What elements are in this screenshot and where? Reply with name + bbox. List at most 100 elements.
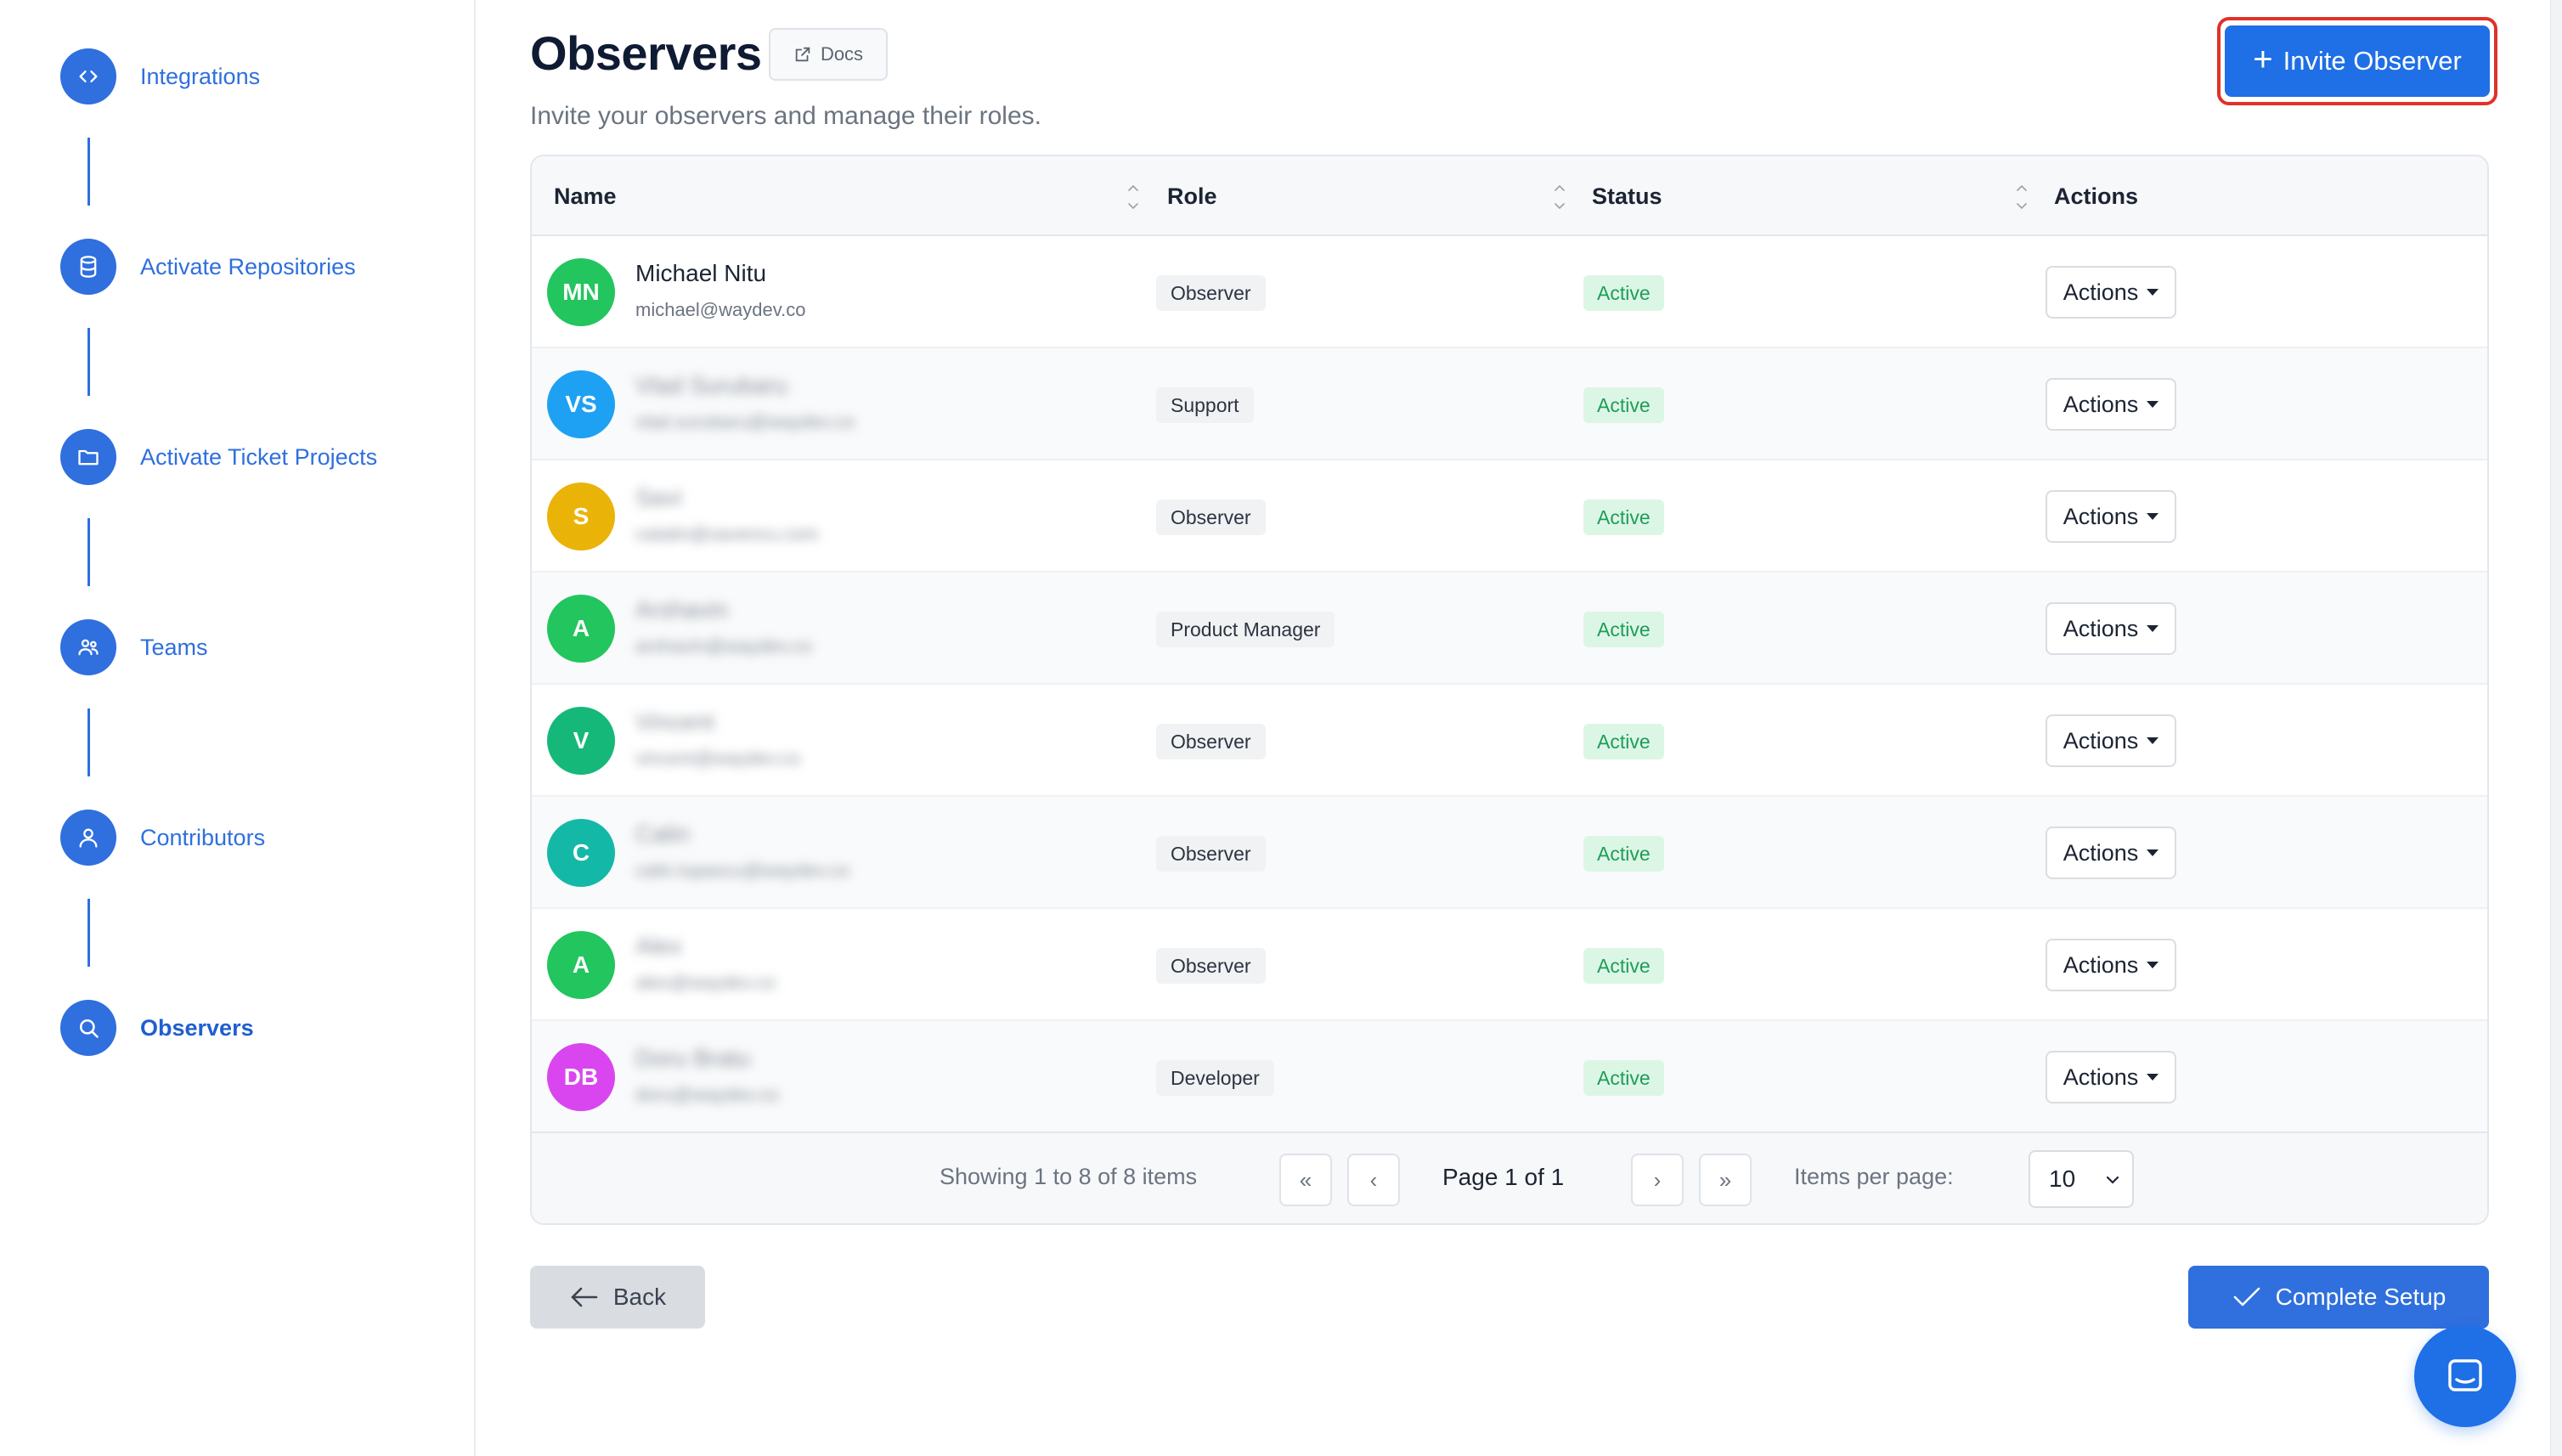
page-indicator: Page 1 of 1	[1442, 1164, 1565, 1190]
sort-icon[interactable]	[1126, 180, 1140, 214]
avatar: C	[547, 819, 615, 887]
actions-dropdown-button[interactable]: Actions	[2046, 378, 2176, 431]
sidebar-step-label: Activate Repositories	[140, 253, 356, 279]
vertical-scrollbar[interactable]	[2550, 0, 2562, 1456]
table-row: DB Doru Bratu doru@waydev.co Developer A…	[532, 1021, 2487, 1133]
role-badge: Observer	[1156, 836, 1266, 872]
actions-dropdown-button[interactable]: Actions	[2046, 827, 2176, 879]
table-row: A Arshavin arshavin@waydev.co Product Ma…	[532, 573, 2487, 685]
sidebar-step-label: Teams	[140, 634, 208, 660]
back-button[interactable]: Back	[530, 1266, 705, 1329]
user-name: Doru Bratu	[635, 1045, 751, 1071]
step-connector	[87, 708, 90, 776]
role-badge: Observer	[1156, 499, 1266, 535]
user-email: doru@waydev.co	[635, 1084, 779, 1105]
items-per-page-select[interactable]: 10	[2029, 1150, 2134, 1208]
caret-down-icon	[2147, 513, 2159, 520]
actions-dropdown-button[interactable]: Actions	[2046, 1051, 2176, 1103]
sidebar-step-integrations[interactable]: Integrations	[60, 48, 260, 105]
sidebar-step-ticket-projects[interactable]: Activate Ticket Projects	[60, 428, 377, 486]
items-per-page-label: Items per page:	[1794, 1164, 1954, 1189]
database-icon	[60, 239, 116, 295]
actions-dropdown-button[interactable]: Actions	[2046, 490, 2176, 543]
folder-icon	[60, 429, 116, 485]
table-row: MN Michael Nitu michael@waydev.co Observ…	[532, 236, 2487, 348]
complete-setup-label: Complete Setup	[2275, 1284, 2446, 1310]
user-email: alex@waydev.co	[635, 972, 776, 993]
role-badge: Support	[1156, 387, 1254, 423]
status-badge: Active	[1583, 724, 1664, 759]
check-icon	[2233, 1287, 2260, 1306]
column-header-name[interactable]: Name	[554, 183, 617, 209]
status-badge: Active	[1583, 948, 1664, 984]
status-badge: Active	[1583, 612, 1664, 647]
sidebar-step-repositories[interactable]: Activate Repositories	[60, 238, 356, 296]
status-badge: Active	[1583, 836, 1664, 872]
column-header-role[interactable]: Role	[1167, 183, 1217, 209]
sort-icon[interactable]	[1553, 180, 1566, 214]
setup-sidebar: Integrations Activate Repositories Activ…	[0, 0, 476, 1456]
sidebar-step-teams[interactable]: Teams	[60, 618, 208, 676]
avatar: MN	[547, 258, 615, 326]
pagination-bar: Showing 1 to 8 of 8 items « ‹ Page 1 of …	[532, 1132, 2487, 1223]
role-badge: Product Manager	[1156, 612, 1335, 647]
next-page-button[interactable]: ›	[1631, 1154, 1684, 1206]
caret-down-icon	[2147, 962, 2159, 968]
prev-page-button[interactable]: ‹	[1347, 1154, 1400, 1206]
role-badge: Observer	[1156, 948, 1266, 984]
avatar: A	[547, 595, 615, 663]
external-link-icon	[795, 47, 810, 62]
actions-dropdown-button[interactable]: Actions	[2046, 939, 2176, 991]
step-connector	[87, 899, 90, 967]
avatar: S	[547, 483, 615, 550]
table-row: S Savi catalin@savencu.com Observer Acti…	[532, 460, 2487, 573]
complete-setup-button[interactable]: Complete Setup	[2188, 1266, 2489, 1329]
table-row: VS Vlad Surubaru vlad.surubaru@waydev.co…	[532, 348, 2487, 460]
caret-down-icon	[2147, 625, 2159, 632]
user-icon	[60, 810, 116, 866]
user-email: arshavin@waydev.co	[635, 635, 812, 657]
showing-count: Showing 1 to 8 of 8 items	[940, 1164, 1198, 1189]
user-name: Alex	[635, 933, 682, 959]
code-icon	[60, 48, 116, 104]
sidebar-step-label: Observers	[140, 1014, 254, 1041]
step-connector	[87, 328, 90, 396]
step-connector	[87, 138, 90, 206]
sidebar-step-label: Activate Ticket Projects	[140, 443, 378, 470]
back-label: Back	[612, 1284, 667, 1310]
table-row: V Vincent vincent@waydev.co Observer Act…	[532, 685, 2487, 797]
column-header-status[interactable]: Status	[1592, 183, 1662, 209]
avatar: DB	[547, 1043, 615, 1111]
main-content: Observers Docs Invite your observers and…	[476, 0, 2562, 1456]
role-badge: Developer	[1156, 1060, 1274, 1096]
user-email: vincent@waydev.co	[635, 748, 801, 769]
actions-dropdown-button[interactable]: Actions	[2046, 602, 2176, 655]
role-badge: Observer	[1156, 275, 1266, 311]
sidebar-step-observers[interactable]: Observers	[60, 999, 254, 1057]
table-row: A Alex alex@waydev.co Observer Active Ac…	[532, 909, 2487, 1021]
role-badge: Observer	[1156, 724, 1266, 759]
actions-dropdown-button[interactable]: Actions	[2046, 714, 2176, 767]
table-row: C Calin calin.lupascu@waydev.co Observer…	[532, 797, 2487, 909]
user-email: michael@waydev.co	[635, 299, 806, 320]
caret-down-icon	[2147, 1074, 2159, 1081]
actions-dropdown-button[interactable]: Actions	[2046, 266, 2176, 319]
sidebar-step-label: Integrations	[140, 63, 261, 89]
sidebar-step-label: Contributors	[140, 824, 266, 850]
avatar: A	[547, 931, 615, 999]
invite-observer-button[interactable]: + Invite Observer	[2225, 25, 2490, 97]
last-page-button[interactable]: »	[1699, 1154, 1752, 1206]
step-connector	[87, 518, 90, 586]
table-header: Name Role Status Actions	[532, 156, 2487, 236]
first-page-button[interactable]: «	[1279, 1154, 1332, 1206]
sort-icon[interactable]	[2015, 180, 2029, 214]
sidebar-step-contributors[interactable]: Contributors	[60, 809, 265, 866]
invite-observer-label: Invite Observer	[2283, 46, 2462, 76]
arrow-left-icon	[571, 1287, 598, 1307]
chat-launcher-button[interactable]	[2414, 1325, 2516, 1427]
page-title: Observers	[530, 26, 762, 80]
docs-button[interactable]: Docs	[769, 28, 888, 81]
caret-down-icon	[2147, 737, 2159, 744]
page-subtitle: Invite your observers and manage their r…	[530, 102, 1041, 130]
status-badge: Active	[1583, 275, 1664, 311]
